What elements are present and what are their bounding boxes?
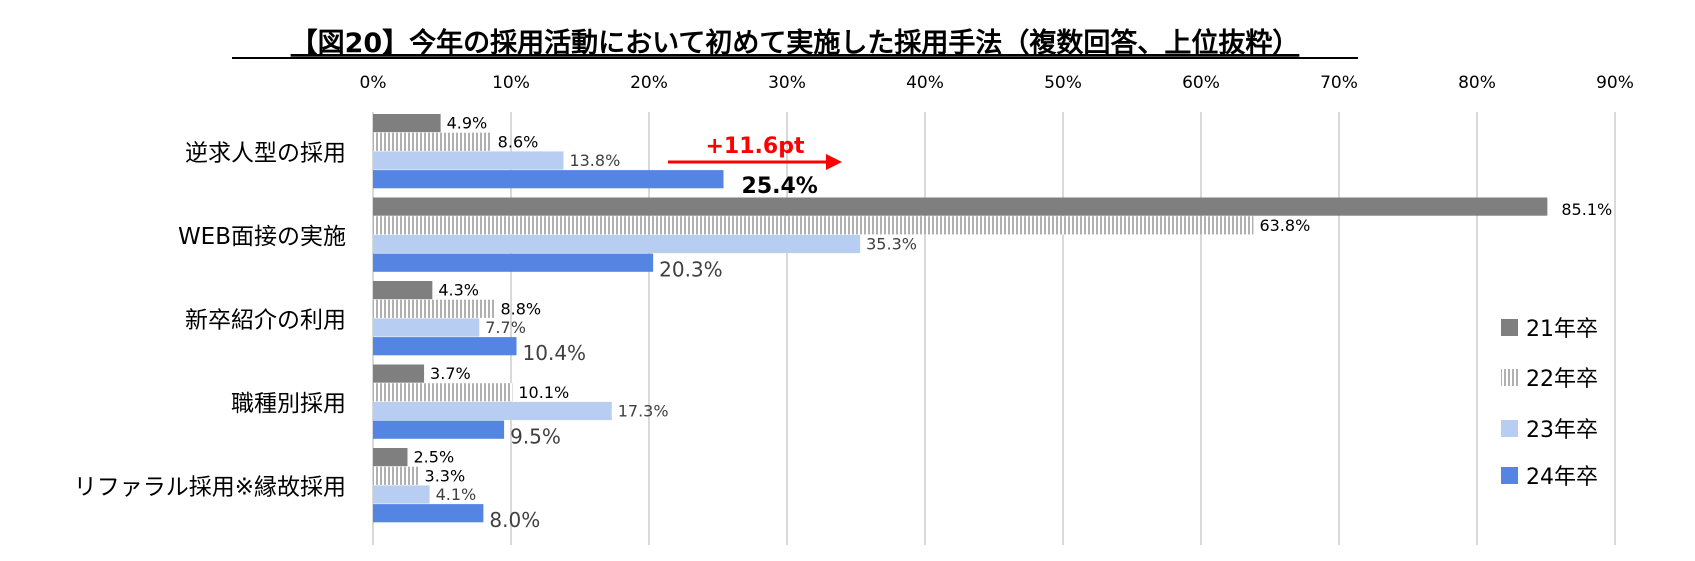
data-label: 3.3% xyxy=(425,466,466,485)
legend-label: 24年卒 xyxy=(1526,465,1598,490)
data-label: 85.1% xyxy=(1561,200,1612,219)
arrow-head-icon xyxy=(826,154,842,170)
x-tick-label: 70% xyxy=(1320,73,1358,93)
legend-swatch xyxy=(1501,319,1518,336)
bar-22年卒-0 xyxy=(373,132,492,151)
legend: 21年卒 22年卒 23年卒 24年卒 xyxy=(1501,317,1598,490)
bar-23年卒-2 xyxy=(373,318,480,337)
category-label: 逆求人型の採用 xyxy=(185,140,346,166)
legend-label: 21年卒 xyxy=(1526,317,1598,342)
legend-label: 22年卒 xyxy=(1526,367,1598,392)
data-label: 8.8% xyxy=(500,299,541,318)
category-label: 職種別採用 xyxy=(231,391,346,417)
bar-24年卒-0 xyxy=(373,170,724,189)
data-label: 2.5% xyxy=(414,448,455,467)
data-label: 10.4% xyxy=(523,341,587,365)
bar-21年卒-3 xyxy=(373,364,425,383)
bar-23年卒-4 xyxy=(373,485,430,504)
legend-swatch xyxy=(1501,369,1518,386)
bar-23年卒-0 xyxy=(373,151,564,170)
data-label: 25.4% xyxy=(742,174,818,199)
bar-21年卒-2 xyxy=(373,281,433,300)
x-tick-label: 20% xyxy=(630,73,668,93)
x-tick-label: 0% xyxy=(360,73,387,93)
bar-24年卒-2 xyxy=(373,337,517,356)
category-label: リファラル採用※縁故採用 xyxy=(74,474,346,500)
annotation: +11.6pt xyxy=(668,134,842,170)
bar-24年卒-3 xyxy=(373,420,505,439)
x-tick-label: 40% xyxy=(906,73,944,93)
category-label: 新卒紹介の利用 xyxy=(185,307,346,333)
data-label: 7.7% xyxy=(485,318,526,337)
data-label: 8.6% xyxy=(498,132,539,151)
data-label: 4.3% xyxy=(438,281,479,300)
data-label: 4.9% xyxy=(447,114,488,133)
x-tick-label: 50% xyxy=(1044,73,1082,93)
category-label: WEB面接の実施 xyxy=(178,224,346,250)
x-tick-label: 60% xyxy=(1182,73,1220,93)
data-label: 8.0% xyxy=(489,508,540,532)
bar-21年卒-0 xyxy=(373,114,441,133)
data-label: 17.3% xyxy=(618,402,669,421)
bar-23年卒-1 xyxy=(373,234,861,254)
data-label: 13.8% xyxy=(569,151,620,170)
data-label: 63.8% xyxy=(1259,216,1310,235)
data-label: 35.3% xyxy=(866,235,917,254)
bar-21年卒-1 xyxy=(373,197,1548,216)
x-tick-label: 90% xyxy=(1596,73,1634,93)
bar-24年卒-1 xyxy=(373,253,654,272)
bar-24年卒-4 xyxy=(373,504,484,523)
data-label: 20.3% xyxy=(659,257,723,281)
bar-22年卒-4 xyxy=(373,466,419,485)
x-tick-label: 10% xyxy=(492,73,530,93)
legend-swatch xyxy=(1501,467,1518,484)
data-label: 10.1% xyxy=(518,383,569,402)
bar-21年卒-4 xyxy=(373,448,408,467)
data-label: 4.1% xyxy=(436,485,477,504)
bar-22年卒-1 xyxy=(373,216,1254,235)
data-label: 9.5% xyxy=(510,424,561,448)
annotation-text: +11.6pt xyxy=(706,134,805,159)
bar-23年卒-3 xyxy=(373,401,612,421)
bar-22年卒-2 xyxy=(373,299,495,318)
x-tick-label: 30% xyxy=(768,73,806,93)
legend-swatch xyxy=(1501,420,1518,437)
data-labels: 4.9% 8.6% 13.8% 25.4% 85.1% 63.8% 35.3% 20.3% 4.… xyxy=(414,114,1613,532)
chart-title: 【図20】今年の採用活動において初めて実施した採用手法（複数回答、上位抜粋） xyxy=(291,27,1300,59)
x-axis-ticks: 0% 10% 20% 30% 40% 50% 60% 70% 80% 90% xyxy=(360,73,1634,93)
legend-label: 23年卒 xyxy=(1526,418,1598,443)
data-label: 3.7% xyxy=(430,364,471,383)
bars xyxy=(373,114,1548,523)
x-tick-label: 80% xyxy=(1458,73,1496,93)
bar-22年卒-3 xyxy=(373,383,513,402)
